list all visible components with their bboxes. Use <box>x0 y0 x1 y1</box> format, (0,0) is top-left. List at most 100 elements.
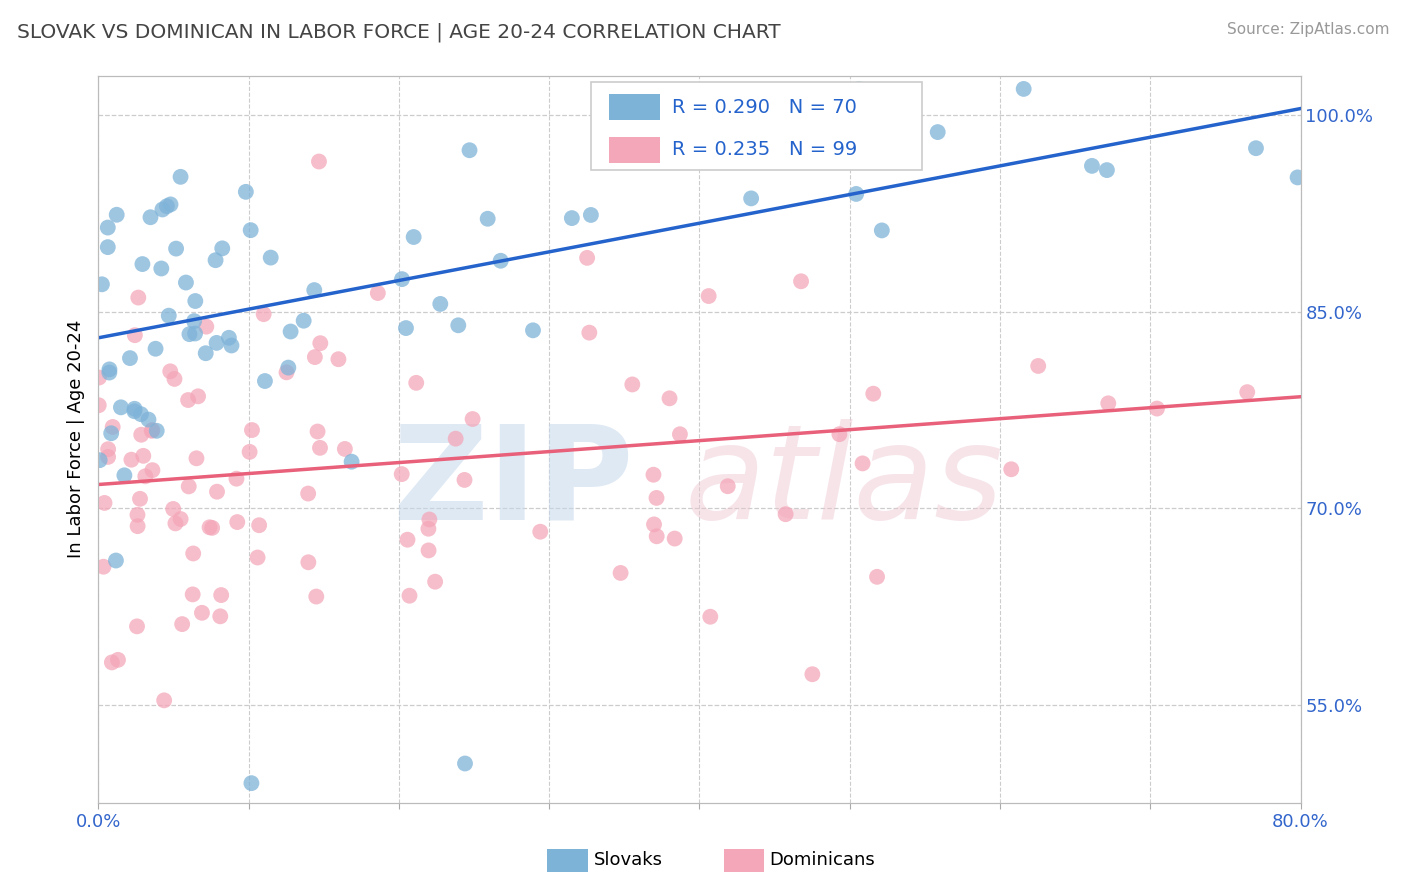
Point <box>239 445 262 459</box>
Point <box>162 502 184 516</box>
Point <box>1236 385 1258 400</box>
Point <box>621 377 644 392</box>
Point <box>477 211 499 226</box>
Point <box>740 191 762 205</box>
Point <box>132 449 155 463</box>
Point <box>643 517 665 532</box>
Point <box>664 532 686 546</box>
Point <box>609 566 631 580</box>
Point <box>398 589 420 603</box>
Point <box>645 491 668 505</box>
FancyBboxPatch shape <box>592 82 922 170</box>
Point <box>395 321 418 335</box>
Point <box>454 756 477 771</box>
Point <box>579 208 602 222</box>
Point <box>304 283 326 297</box>
Point <box>87 370 110 384</box>
FancyBboxPatch shape <box>547 848 588 871</box>
Point <box>141 424 163 438</box>
Point <box>183 314 205 328</box>
Point <box>418 512 440 526</box>
Point <box>169 169 191 184</box>
Point <box>110 401 132 415</box>
Point <box>198 520 221 534</box>
Point <box>333 442 356 456</box>
Point <box>851 457 873 471</box>
Point <box>191 606 214 620</box>
Point <box>225 472 247 486</box>
Point <box>340 455 363 469</box>
Point <box>1244 141 1267 155</box>
Point <box>218 331 240 345</box>
Point <box>221 338 243 352</box>
Point <box>240 776 263 790</box>
Point <box>1012 82 1035 96</box>
Point <box>209 609 232 624</box>
Point <box>866 570 889 584</box>
Point <box>181 546 204 560</box>
Point <box>717 479 740 493</box>
Point <box>97 450 120 464</box>
Point <box>246 550 269 565</box>
Text: R = 0.235   N = 99: R = 0.235 N = 99 <box>672 140 858 160</box>
Point <box>145 424 167 438</box>
Point <box>201 521 224 535</box>
Point <box>453 473 475 487</box>
Point <box>643 467 665 482</box>
Text: Source: ZipAtlas.com: Source: ZipAtlas.com <box>1226 22 1389 37</box>
Point <box>101 420 124 434</box>
Point <box>402 230 425 244</box>
Point <box>1095 163 1118 178</box>
Point <box>645 529 668 543</box>
Text: Dominicans: Dominicans <box>769 851 875 869</box>
Point <box>870 223 893 237</box>
Text: SLOVAK VS DOMINICAN IN LABOR FORCE | AGE 20-24 CORRELATION CHART: SLOVAK VS DOMINICAN IN LABOR FORCE | AGE… <box>17 22 780 42</box>
Point <box>775 507 797 521</box>
Point <box>100 426 122 441</box>
Point <box>304 350 326 364</box>
Point <box>367 286 389 301</box>
Point <box>107 653 129 667</box>
Point <box>179 327 201 342</box>
Point <box>699 609 721 624</box>
Point <box>396 533 419 547</box>
Point <box>461 412 484 426</box>
Point <box>1000 462 1022 476</box>
Point <box>848 82 870 96</box>
Point <box>194 346 217 360</box>
Point <box>87 398 110 412</box>
Point <box>1097 396 1119 410</box>
Point <box>280 325 302 339</box>
Text: R = 0.290   N = 70: R = 0.290 N = 70 <box>672 97 856 117</box>
Point <box>163 372 186 386</box>
Point <box>124 401 146 416</box>
Point <box>105 208 128 222</box>
Point <box>423 574 446 589</box>
Point <box>184 293 207 308</box>
Point <box>195 319 218 334</box>
Point <box>129 427 152 442</box>
Point <box>187 389 209 403</box>
Point <box>174 276 197 290</box>
Point <box>418 543 440 558</box>
Point <box>186 451 208 466</box>
Point <box>247 518 270 533</box>
Point <box>253 374 276 388</box>
Point <box>205 484 228 499</box>
Point <box>576 251 599 265</box>
Point <box>127 291 149 305</box>
Point <box>297 486 319 500</box>
Point <box>391 272 413 286</box>
Point <box>97 220 120 235</box>
Point <box>447 318 470 333</box>
Point <box>177 479 200 493</box>
Point <box>124 328 146 343</box>
Point <box>145 342 167 356</box>
Point <box>1286 170 1309 185</box>
Point <box>305 590 328 604</box>
Point <box>276 365 298 379</box>
Point <box>98 366 121 380</box>
Point <box>211 241 233 255</box>
Point <box>845 186 868 201</box>
Point <box>927 125 949 139</box>
